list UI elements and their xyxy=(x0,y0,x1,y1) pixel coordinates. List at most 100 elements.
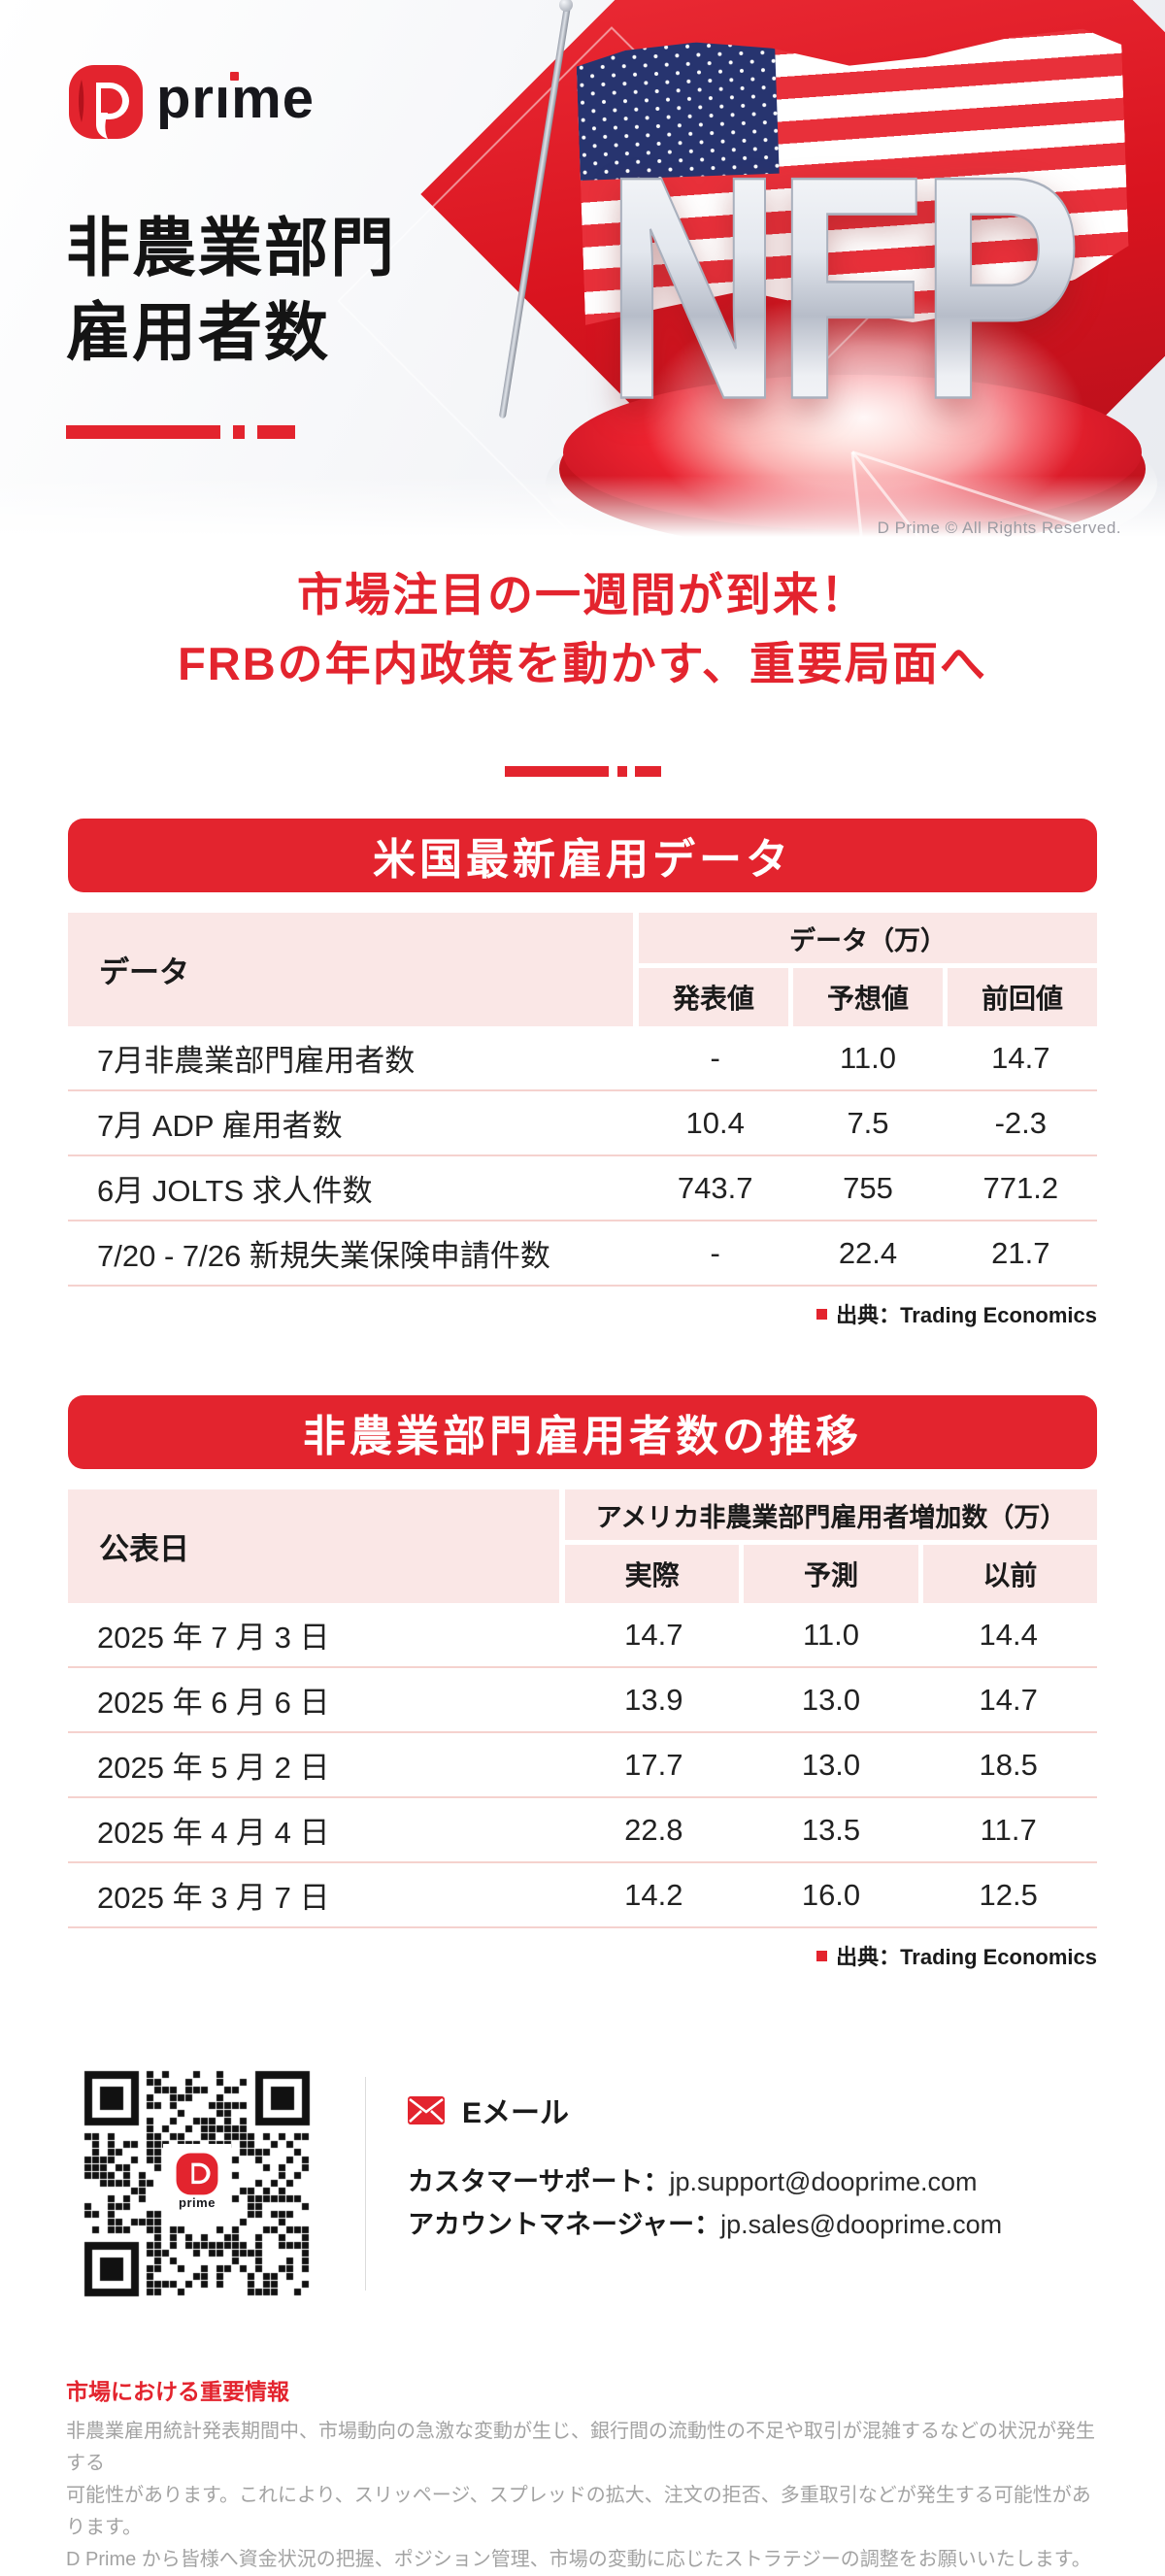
logo-text-me: me xyxy=(231,66,315,130)
logo-i-red-dot xyxy=(230,71,239,81)
page-title-line1: 非農業部門 xyxy=(66,212,396,284)
cell-previous: 14.4 xyxy=(979,1617,1038,1652)
headline-line2: FRBの年内政策を動かす、重要局面へ xyxy=(178,637,987,689)
cell-previous: -2.3 xyxy=(994,1105,1048,1140)
table-row: 7月非農業部門雇用者数 - 11.0 14.7 xyxy=(68,1026,1097,1091)
table-row: 2025 年 7 月 3 日 14.7 11.0 14.4 xyxy=(68,1603,1097,1668)
table-row: 2025 年 4 月 4 日 22.8 13.5 11.7 xyxy=(68,1798,1097,1863)
cell-previous: 18.5 xyxy=(979,1747,1038,1782)
divider-bar xyxy=(504,766,609,777)
row-label: 2025 年 3 月 7 日 xyxy=(97,1881,330,1915)
account-manager-label: アカウントマネージャー： xyxy=(408,2210,721,2239)
us-employment-table-header: データ データ（万） 発表値 予想値 前回値 xyxy=(68,913,1097,1026)
cell-actual: 14.7 xyxy=(624,1617,683,1652)
row-label: 2025 年 7 月 3 日 xyxy=(97,1621,330,1655)
cell-forecast: 11.0 xyxy=(839,1040,897,1075)
us-employment-table-body: 7月非農業部門雇用者数 - 11.0 14.7 7月 ADP 雇用者数 10.4… xyxy=(0,1026,1165,1287)
cell-previous: 11.7 xyxy=(980,1812,1037,1847)
cell-previous: 12.5 xyxy=(979,1877,1038,1912)
source-attribution: 出典：Trading Economics xyxy=(68,1298,1097,1329)
cell-previous: 21.7 xyxy=(991,1235,1050,1270)
row-label: 7月 ADP 雇用者数 xyxy=(97,1109,343,1143)
table-row: 7月 ADP 雇用者数 10.4 7.5 -2.3 xyxy=(68,1091,1097,1156)
row-label: 7月非農業部門雇用者数 xyxy=(97,1044,416,1078)
contact-details: Eメール カスタマーサポート： jp.support@dooprime.com … xyxy=(408,2089,1002,2244)
page-title-line2: 雇用者数 xyxy=(66,296,330,369)
dprime-logo-mark xyxy=(69,65,143,139)
red-square-bullet-icon xyxy=(816,1950,828,1961)
account-manager-email[interactable]: jp.sales@dooprime.com xyxy=(720,2210,1003,2239)
cell-actual: - xyxy=(710,1040,720,1075)
column-group-label: データ（万） xyxy=(639,913,1097,963)
cell-forecast: 755 xyxy=(843,1170,893,1205)
section-title-us-employment-data: 米国最新雇用データ xyxy=(68,819,1097,892)
table-row: 2025 年 3 月 7 日 14.2 16.0 12.5 xyxy=(68,1863,1097,1928)
column-header-previous: 以前 xyxy=(922,1545,1097,1603)
copyright-text: D Prime © All Rights Reserved. xyxy=(877,519,1121,537)
table-row: 6月 JOLTS 求人件数 743.7 755 771.2 xyxy=(68,1156,1097,1221)
cell-actual: 13.9 xyxy=(624,1682,683,1717)
hero-banner: NFP prıme 非農業部門 雇用者数 D Prime © All Right… xyxy=(0,0,1165,544)
nfp-text: NFP xyxy=(605,109,1077,465)
account-manager-line: アカウントマネージャー： jp.sales@dooprime.com xyxy=(408,2205,1002,2244)
notice-title: 市場における重要情報 xyxy=(66,2379,289,2404)
important-market-notice: 市場における重要情報 非農業雇用統計発表期間中、市場動向の急激な変動が生じ、銀行… xyxy=(66,2373,1099,2576)
section-title-nfp-history: 非農業部門雇用者数の推移 xyxy=(68,1395,1097,1469)
divider-square xyxy=(616,766,627,777)
row-label: 7/20 - 7/26 新規失業保険申請件数 xyxy=(97,1239,550,1273)
column-group: アメリカ非農業部門雇用者増加数（万） 実際 予測 以前 xyxy=(565,1489,1097,1603)
contact-section: prime Eメール カスタマーサポート： jp.support@dooprim… xyxy=(68,2067,1097,2300)
headline-divider xyxy=(504,766,661,777)
envelope-icon xyxy=(408,2095,445,2124)
nfp-3d-letters: NFP xyxy=(604,108,1083,466)
red-square-bullet-icon xyxy=(816,1308,828,1320)
cell-actual: 14.2 xyxy=(624,1877,683,1912)
cell-actual: 22.8 xyxy=(624,1812,683,1847)
row-label: 2025 年 4 月 4 日 xyxy=(97,1816,330,1850)
notice-body: 非農業雇用統計発表期間中、市場動向の急激な変動が生じ、銀行間の流動性の不足や取引… xyxy=(66,2421,1095,2570)
nfp-history-table-body: 2025 年 7 月 3 日 14.7 11.0 14.4 2025 年 6 月… xyxy=(0,1603,1165,1928)
divider-square xyxy=(233,425,245,439)
sub-columns: 発表値 予想値 前回値 xyxy=(639,968,1097,1026)
qr-center-logo: prime xyxy=(163,2143,231,2218)
cell-forecast: 13.5 xyxy=(801,1812,861,1847)
column-group-label: アメリカ非農業部門雇用者増加数（万） xyxy=(565,1489,1097,1540)
source-text: 出典：Trading Economics xyxy=(836,1945,1097,1969)
customer-support-email[interactable]: jp.support@dooprime.com xyxy=(669,2167,978,2196)
cell-previous: 14.7 xyxy=(991,1040,1050,1075)
table-row: 2025 年 6 月 6 日 13.9 13.0 14.7 xyxy=(68,1668,1097,1733)
nfp-history-table-header: 公表日 アメリカ非農業部門雇用者増加数（万） 実際 予測 以前 xyxy=(68,1489,1097,1603)
customer-support-label: カスタマーサポート： xyxy=(408,2167,670,2196)
column-header-data: データ xyxy=(68,913,633,1026)
customer-support-line: カスタマーサポート： jp.support@dooprime.com xyxy=(408,2162,1002,2201)
title-divider xyxy=(66,425,295,439)
row-label: 6月 JOLTS 求人件数 xyxy=(97,1174,373,1208)
column-group: データ（万） 発表値 予想値 前回値 xyxy=(639,913,1097,1026)
cell-actual: - xyxy=(710,1235,720,1270)
source-attribution: 出典：Trading Economics xyxy=(68,1940,1097,1971)
source-text: 出典：Trading Economics xyxy=(836,1303,1097,1327)
qr-code: prime xyxy=(81,2067,314,2300)
logo-text-pr: pr xyxy=(156,66,215,130)
column-header-actual: 発表値 xyxy=(639,968,788,1026)
cell-previous: 771.2 xyxy=(982,1170,1059,1205)
main-headline: 市場注目の一週間が到来！ FRBの年内政策を動かす、重要局面へ xyxy=(0,544,1165,698)
divider-bar xyxy=(66,425,220,439)
table-row: 2025 年 5 月 2 日 17.7 13.0 18.5 xyxy=(68,1733,1097,1798)
dprime-logo: prıme xyxy=(68,64,315,140)
cell-forecast: 13.0 xyxy=(801,1682,861,1717)
column-header-forecast: 予測 xyxy=(744,1545,918,1603)
column-header-release-date: 公表日 xyxy=(68,1489,559,1603)
vertical-divider xyxy=(365,2077,366,2291)
sub-columns: 実際 予測 以前 xyxy=(565,1545,1097,1603)
logo-text-i: ı xyxy=(215,66,232,130)
cell-actual: 10.4 xyxy=(685,1105,745,1140)
headline-line1: 市場注目の一週間が到来！ xyxy=(297,569,868,620)
table-row: 7/20 - 7/26 新規失業保険申請件数 - 22.4 21.7 xyxy=(68,1221,1097,1287)
cell-forecast: 7.5 xyxy=(847,1105,889,1140)
email-heading-row: Eメール xyxy=(408,2089,1002,2131)
dprime-logo-wordmark: prıme xyxy=(156,66,315,131)
qr-logo-text: prime xyxy=(179,2194,216,2210)
divider-bar-short xyxy=(257,425,295,439)
cell-forecast: 16.0 xyxy=(801,1877,861,1912)
